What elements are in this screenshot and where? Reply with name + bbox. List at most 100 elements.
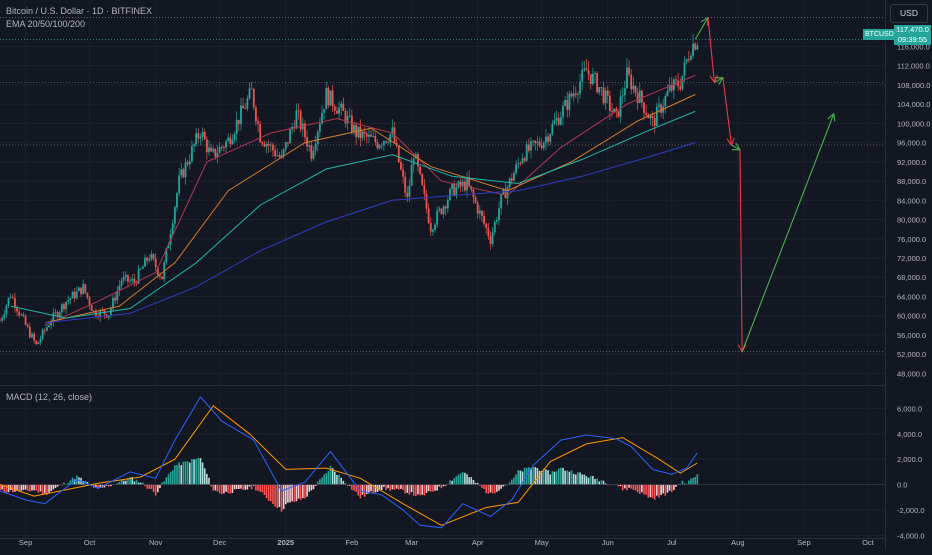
time-tick-label: Sep	[797, 538, 810, 547]
macd-legend: MACD (12, 26, close)	[6, 392, 93, 402]
candle-body	[476, 202, 479, 214]
candle-body	[282, 149, 285, 156]
macd-hist-bar	[353, 484, 355, 491]
macd-tick-label: 6,000.0	[897, 404, 922, 413]
candle-body	[297, 110, 300, 112]
candle-body	[498, 208, 500, 221]
macd-hist-bar	[666, 484, 669, 493]
candle-body	[562, 105, 564, 118]
candle-body	[619, 96, 622, 117]
time-tick-label: 2025	[277, 538, 294, 547]
macd-hist-bar	[257, 484, 259, 491]
candle-body	[144, 257, 146, 267]
candle-body	[568, 93, 571, 110]
macd-hist-bar	[304, 484, 306, 499]
candle-body	[184, 162, 187, 178]
macd-hist-bar	[174, 465, 176, 485]
candle-body	[180, 169, 183, 176]
ema-line-ema50	[44, 94, 696, 324]
time-tick-label: Oct	[84, 538, 97, 547]
candle-body	[583, 68, 586, 70]
macd-hist-bar	[493, 484, 496, 494]
macd-hist-bar	[464, 472, 466, 485]
macd-hist-bar	[393, 484, 396, 490]
macd-hist-bar	[282, 484, 285, 510]
macd-hist-bar	[340, 477, 343, 485]
candle-body	[150, 254, 153, 259]
candle-body	[1, 317, 4, 321]
candle-body	[370, 134, 372, 137]
macd-hist-bar	[538, 470, 541, 485]
macd-hist-bar	[238, 484, 240, 489]
price-tick-label: 64,000.0	[897, 292, 926, 301]
macd-hist-bar	[592, 475, 594, 485]
macd-hist-bar	[165, 477, 168, 485]
macd-hist-bar	[532, 467, 534, 485]
ema-line-ema20	[44, 74, 696, 326]
macd-hist-bar	[107, 484, 110, 487]
macd-hist-bar	[351, 484, 353, 490]
macd-hist-bar	[43, 484, 46, 494]
price-tick-label: 104,000.0	[897, 100, 930, 109]
candle-body	[20, 314, 23, 316]
candle-body	[519, 163, 522, 164]
candle-body	[506, 187, 509, 199]
candle-body	[628, 67, 630, 75]
macd-hist-bar	[419, 484, 421, 496]
macd-hist-bar	[73, 479, 76, 485]
macd-hist-bar	[54, 484, 57, 489]
macd-hist-bar	[449, 480, 451, 485]
candle-body	[451, 183, 453, 189]
macd-hist-bar	[675, 484, 677, 487]
macd-hist-bar	[694, 476, 697, 485]
candle-body	[378, 145, 381, 149]
candle-body	[570, 93, 573, 97]
candle-body	[425, 193, 428, 209]
macd-hist-bar	[280, 484, 283, 512]
price-tick-label: 96,000.0	[897, 139, 926, 148]
candle-body	[444, 206, 447, 209]
candle-body	[640, 90, 643, 103]
candle-body	[235, 119, 238, 134]
candle-body	[504, 188, 507, 199]
macd-hist-bar	[496, 484, 498, 492]
macd-hist-bar	[56, 484, 59, 487]
projection-arrow-down	[739, 149, 743, 352]
candle-body	[549, 134, 552, 142]
macd-hist-bar	[517, 470, 520, 485]
candle-body	[348, 115, 351, 117]
candle-body	[474, 197, 477, 203]
time-tick-label: May	[535, 538, 549, 547]
macd-hist-bar	[276, 484, 279, 509]
macd-hist-bar	[408, 484, 411, 495]
macd-hist-bar	[231, 484, 234, 493]
candle-body	[449, 188, 451, 200]
candle-body	[225, 141, 227, 148]
candle-body	[203, 131, 206, 140]
candle-body	[423, 185, 426, 194]
macd-hist-bar	[163, 481, 166, 485]
candle-body	[600, 87, 603, 88]
macd-hist-bar	[555, 471, 558, 485]
candle-body	[50, 322, 53, 326]
macd-hist-bar	[415, 484, 417, 497]
candle-body	[427, 208, 430, 223]
macd-hist-bar	[508, 482, 511, 485]
candle-body	[538, 141, 541, 146]
currency-button[interactable]: USD	[890, 4, 928, 23]
macd-hist-bar	[361, 484, 364, 495]
candle-body	[14, 297, 16, 308]
macd-hist-bar	[523, 467, 526, 485]
candle-body	[191, 146, 193, 162]
time-tick-label: Sep	[19, 538, 32, 547]
macd-hist-bar	[425, 484, 428, 493]
macd-hist-bar	[0, 484, 1, 491]
candle-body	[634, 85, 637, 93]
candle-body	[82, 284, 85, 295]
macd-hist-bar	[391, 484, 394, 490]
candle-body	[5, 305, 8, 315]
macd-hist-bar	[528, 467, 530, 485]
macd-hist-bar	[255, 484, 257, 491]
